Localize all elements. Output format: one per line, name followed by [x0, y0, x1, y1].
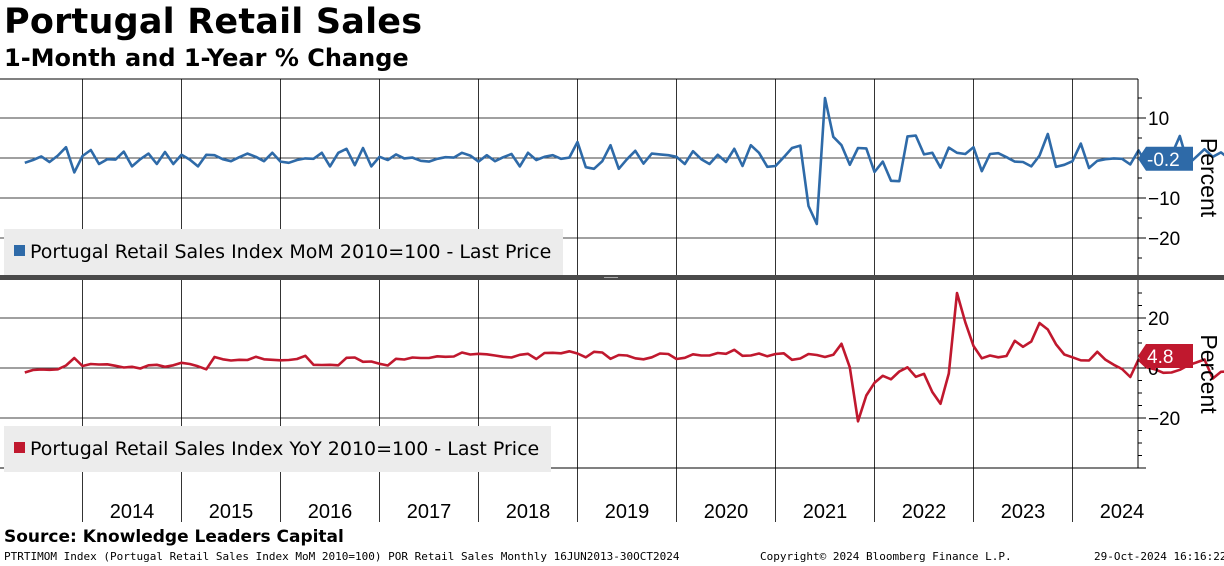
y-tick-label: 10 [1148, 109, 1169, 130]
y-tick-label: 20 [1148, 309, 1169, 330]
y-axis-title-0: Percent [1196, 138, 1222, 218]
chart-title: Portugal Retail Sales [4, 2, 423, 42]
x-tick-label: 2019 [605, 501, 650, 523]
chart-subtitle: 1-Month and 1-Year % Change [4, 44, 409, 72]
legend-label-mom: Portugal Retail Sales Index MoM 2010=100… [30, 241, 552, 263]
x-tick-label: 2015 [209, 501, 254, 523]
footer-copyright: Copyright© 2024 Bloomberg Finance L.P. [760, 550, 1012, 563]
legend-swatch-mom [14, 245, 25, 256]
y-tick-label: −20 [1148, 229, 1180, 250]
y-axis-title-1: Percent [1196, 334, 1222, 414]
legend-swatch-yoy [14, 442, 25, 453]
y-tick-label: −10 [1148, 189, 1180, 210]
legend-mom: Portugal Retail Sales Index MoM 2010=100… [4, 229, 564, 275]
legend-label-yoy: Portugal Retail Sales Index YoY 2010=100… [30, 438, 540, 460]
footer-timestamp: 29-Oct-2024 16:16:22 [1094, 550, 1224, 563]
x-tick-label: 2018 [506, 501, 551, 523]
series-line-0 [24, 96, 1224, 226]
x-tick-label: 2017 [407, 501, 452, 523]
x-tick-label: 2023 [1001, 501, 1046, 523]
legend-yoy: Portugal Retail Sales Index YoY 2010=100… [4, 426, 552, 472]
x-tick-label: 2022 [902, 501, 947, 523]
last-value-tag-1 [1138, 344, 1193, 368]
x-tick-label: 2014 [110, 501, 155, 523]
x-tick-label: 2021 [803, 501, 848, 523]
series-line-1 [24, 291, 1224, 423]
x-tick-label: 2024 [1100, 501, 1145, 523]
y-tick-label: 0 [1148, 359, 1159, 380]
x-tick-label: 2016 [308, 501, 353, 523]
last-value-label-0: -0.2 [1147, 150, 1180, 171]
footer-ticker: PTRTIMOM Index (Portugal Retail Sales In… [4, 550, 680, 563]
y-tick-label: −20 [1148, 409, 1180, 430]
x-tick-label: 2020 [704, 501, 749, 523]
source-note: Source: Knowledge Leaders Capital [4, 527, 344, 547]
last-value-label-1: 4.8 [1147, 347, 1173, 368]
last-value-tag-0 [1138, 146, 1193, 171]
